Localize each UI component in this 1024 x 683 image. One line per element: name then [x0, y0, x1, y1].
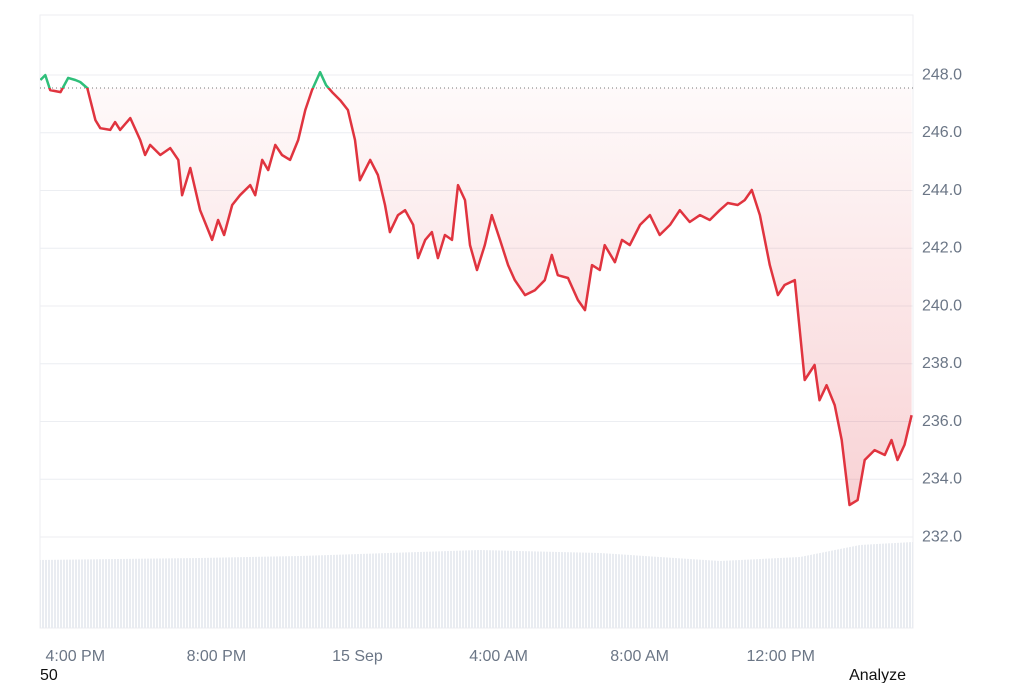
y-tick-label: 238.0 [922, 355, 962, 372]
y-tick-label: 236.0 [922, 413, 962, 430]
y-tick-label: 240.0 [922, 297, 962, 314]
price-line-down [48, 88, 913, 507]
y-tick-label: 248.0 [922, 66, 962, 83]
y-tick-label: 246.0 [922, 124, 962, 141]
y-tick-label: 244.0 [922, 182, 962, 199]
x-tick-label: 8:00 AM [610, 648, 669, 665]
footer-left: 50 [40, 667, 58, 683]
x-tick-label: 15 Sep [332, 648, 383, 665]
y-tick-label: 242.0 [922, 240, 962, 257]
y-tick-label: 234.0 [922, 471, 962, 488]
x-tick-label: 4:00 AM [469, 648, 528, 665]
x-tick-label: 4:00 PM [45, 648, 105, 665]
footer-right[interactable]: Analyze [849, 667, 906, 683]
area [49, 88, 912, 505]
y-tick-label: 232.0 [922, 528, 962, 545]
x-tick-label: 12:00 PM [746, 648, 814, 665]
volume-area [40, 542, 913, 628]
x-tick-label: 8:00 PM [187, 648, 247, 665]
